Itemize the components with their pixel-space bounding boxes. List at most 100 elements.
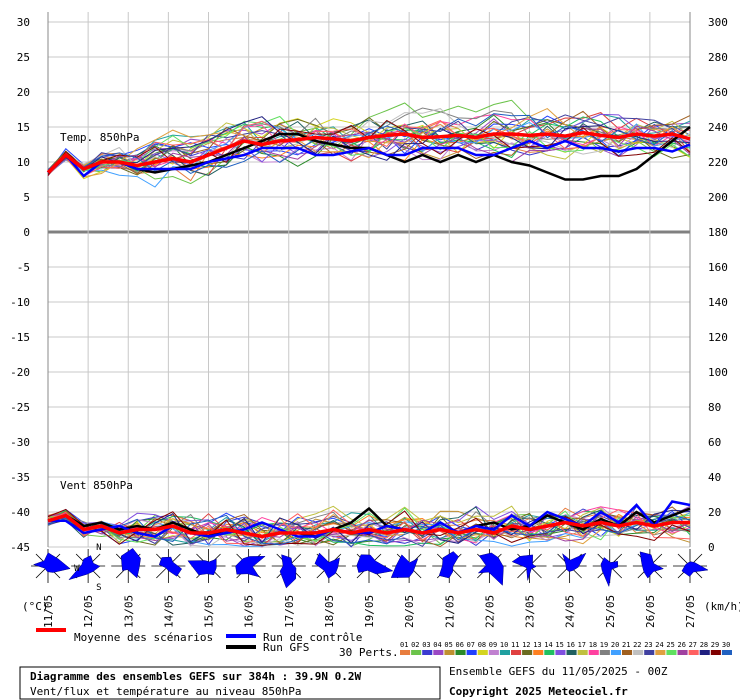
wind-rose <box>673 549 709 583</box>
right-tick-label: 120 <box>708 331 728 344</box>
temp-panel-label: Temp. 850hPa <box>60 131 139 144</box>
rose-petals <box>158 556 183 577</box>
pert-swatch <box>522 650 533 655</box>
rose-petals <box>235 556 266 578</box>
pert-temp-line <box>47 116 691 175</box>
pert-swatch <box>455 650 466 655</box>
pert-swatch <box>466 650 477 655</box>
pert-swatch <box>444 650 455 655</box>
pert-number: 10 <box>500 641 508 649</box>
right-tick-label: 200 <box>708 191 728 204</box>
rose-petals <box>562 552 587 572</box>
wind-rose <box>432 549 467 583</box>
legend-mean-label: Moyenne des scénarios <box>74 631 213 644</box>
pert-number: 19 <box>600 641 608 649</box>
wind-rose <box>390 549 427 583</box>
chart-title: Diagramme des ensembles GEFS sur 384h : … <box>30 670 362 683</box>
wind-rose <box>271 549 306 589</box>
left-tick-label: 20 <box>17 86 30 99</box>
left-tick-label: -45 <box>10 541 30 554</box>
pert-wind-line <box>47 508 691 548</box>
x-tick-label: 15/05 <box>203 595 216 628</box>
x-tick-label: 22/05 <box>483 595 496 628</box>
pert-number: 28 <box>700 641 708 649</box>
x-tick-label: 19/05 <box>363 595 376 628</box>
legend-control-label: Run de contrôle <box>263 631 362 644</box>
rose-petals <box>438 551 459 579</box>
pert-temp-line <box>47 114 691 171</box>
left-tick-label: -30 <box>10 436 30 449</box>
pert-swatch <box>400 650 411 655</box>
x-tick-label: 26/05 <box>644 595 657 628</box>
pert-number: 20 <box>611 641 619 649</box>
pert-number: 02 <box>411 641 419 649</box>
pert-temp-line <box>47 119 691 176</box>
right-tick-label: 240 <box>708 121 728 134</box>
pert-swatch <box>499 650 510 655</box>
wind-rose <box>472 549 507 586</box>
pert-number: 16 <box>567 641 575 649</box>
pert-wind-line <box>47 513 691 542</box>
wind-rose <box>592 549 627 588</box>
pert-legend: 01 02 03 04 05 06 07 08 09 10 11 12 13 14 15 16 17 18 19 20… <box>400 641 732 655</box>
pert-swatch <box>488 650 499 655</box>
right-tick-label: 220 <box>708 156 728 169</box>
legend: Moyenne des scénarios Run de contrôle Ru… <box>36 628 732 659</box>
pert-swatch <box>710 650 721 655</box>
pert-number: 06 <box>456 641 464 649</box>
pert-number: 09 <box>489 641 497 649</box>
control-temp-line <box>47 139 691 178</box>
x-tick-label: 14/05 <box>162 595 175 628</box>
x-tick-label: 17/05 <box>283 595 296 628</box>
rose-petals <box>279 554 297 589</box>
pert-temp-line <box>47 125 691 175</box>
left-tick-label: -35 <box>10 471 30 484</box>
right-tick-label: 0 <box>708 541 715 554</box>
pert-swatch <box>644 650 655 655</box>
pert-swatch <box>677 650 688 655</box>
rose-petals <box>32 552 71 573</box>
x-tick-label: 18/05 <box>323 595 336 628</box>
left-tick-label: -20 <box>10 366 30 379</box>
wind-rose <box>311 549 346 583</box>
pert-number: 17 <box>578 641 586 649</box>
right-tick-label: 80 <box>708 401 721 414</box>
right-tick-label: 260 <box>708 86 728 99</box>
left-tick-label: 5 <box>23 191 30 204</box>
pert-number: 13 <box>533 641 541 649</box>
title-box <box>19 666 441 700</box>
rose-petals <box>600 557 619 588</box>
pert-temp-line <box>47 108 691 173</box>
x-tick-label: 23/05 <box>524 595 537 628</box>
legend-gfs-swatch <box>226 645 256 649</box>
right-tick-label: 140 <box>708 296 728 309</box>
compass-label: N <box>96 543 101 553</box>
rose-petals <box>511 554 537 581</box>
pert-number: 25 <box>666 641 674 649</box>
grid <box>47 12 691 548</box>
pert-number: 08 <box>478 641 486 649</box>
pert-swatch <box>555 650 566 655</box>
pert-swatch <box>511 650 522 655</box>
pert-swatch <box>411 650 422 655</box>
wind-rose <box>552 549 587 583</box>
left-tick-label: -10 <box>10 296 30 309</box>
rose-petals <box>639 551 665 579</box>
right-tick-label: 40 <box>708 471 721 484</box>
wind-rose <box>187 549 226 583</box>
pert-wind-line <box>47 506 691 548</box>
pert-number: 04 <box>433 641 441 649</box>
wind-rose <box>352 549 394 583</box>
wind-rose <box>31 549 71 583</box>
pert-temp-line <box>47 116 691 175</box>
x-tick-label: 20/05 <box>403 595 416 628</box>
pert-temp-line <box>47 125 691 171</box>
pert-number: 14 <box>544 641 552 649</box>
pert-swatch <box>422 650 433 655</box>
chart-subtitle: Vent/flux et température au niveau 850hP… <box>30 685 302 698</box>
pert-number: 15 <box>555 641 563 649</box>
pert-swatch <box>655 650 666 655</box>
wind-rose <box>151 549 186 583</box>
right-tick-label: 100 <box>708 366 728 379</box>
compass-label: W <box>74 564 80 574</box>
